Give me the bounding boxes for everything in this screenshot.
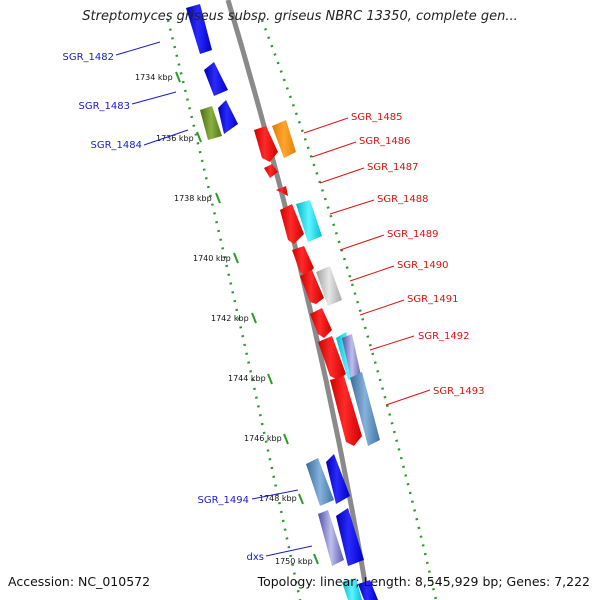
gene-label[interactable]: SGR_1483 [79,101,131,112]
kbp-tick-mark [175,71,181,83]
gene-label[interactable]: SGR_1490 [397,260,449,271]
kbp-scale: 1734 kbp 1736 kbp 1738 kbp 1740 kbp 1742… [135,71,319,566]
gene-label[interactable]: SGR_1486 [359,136,411,147]
kbp-tick-label: 1744 kbp [228,374,266,383]
gene-arrow[interactable] [296,200,322,242]
kbp-tick-mark [215,192,221,204]
right-gene-labels: SGR_1485 SGR_1486 SGR_1487 SGR_1488 SGR_… [351,112,485,397]
kbp-tick-mark [196,131,202,143]
leader-line [115,41,161,56]
kbp-tick-mark [313,553,319,565]
kbp-tick-label: 1738 kbp [174,194,212,203]
gene-label[interactable]: SGR_1487 [367,162,419,173]
gene-label[interactable]: SGR_1482 [63,52,115,63]
backbone-strand [225,0,371,600]
left-genes [186,4,378,600]
leader-line [369,335,415,351]
gene-arrow[interactable] [358,580,378,600]
gene-arrow[interactable] [272,120,296,158]
leader-line [359,299,405,316]
kbp-tick-mark [251,312,257,324]
gene-label[interactable]: SGR_1491 [407,294,459,305]
left-leaders [115,41,313,557]
gene-label[interactable]: SGR_1492 [418,331,470,342]
kbp-tick-label: 1734 kbp [135,73,173,82]
gene-arrow[interactable] [276,186,288,196]
kbp-tick-label: 1736 kbp [156,134,194,143]
leader-line [311,141,357,158]
gene-arrow[interactable] [336,508,364,566]
leader-line [303,117,349,134]
gene-label[interactable]: SGR_1484 [91,140,143,151]
kbp-tick-mark [233,252,239,264]
kbp-tick-mark [283,433,289,445]
left-gene-labels: SGR_1482 SGR_1483 SGR_1484 SGR_1494 dxs [63,52,265,563]
leader-line [319,167,365,184]
gene-arrow[interactable] [316,266,342,306]
right-leaders [303,117,431,406]
map-title: Streptomyces griseus subsp. griseus NBRC… [82,9,518,24]
gene-label[interactable]: SGR_1494 [198,495,250,506]
kbp-tick-mark [267,373,273,385]
leader-line [265,545,313,557]
leader-line [143,129,189,146]
kbp-tick-label: 1750 kbp [275,557,313,566]
gene-arrow[interactable] [218,100,238,134]
kbp-tick-label: 1746 kbp [244,434,282,443]
gene-label[interactable]: SGR_1493 [433,386,485,397]
gene-arrow[interactable] [342,334,362,384]
right-genes [254,120,380,446]
gene-arrow[interactable] [326,454,350,504]
gene-arrow[interactable] [264,164,278,178]
kbp-tick-mark [298,493,304,505]
gene-label[interactable]: SGR_1488 [377,194,429,205]
gene-label[interactable]: dxs [247,552,264,563]
gene-label[interactable]: SGR_1489 [387,229,439,240]
gene-arrow[interactable] [292,246,314,276]
gene-arrow[interactable] [330,376,362,446]
leader-line [329,199,375,215]
kbp-tick-label: 1748 kbp [259,494,297,503]
gene-arrow[interactable] [342,578,362,600]
gene-arrow[interactable] [318,510,344,566]
guide-line-right [260,19,438,600]
gene-arrow[interactable] [200,106,222,140]
gene-arrow[interactable] [186,4,212,54]
leader-line [339,234,385,251]
gene-arrow[interactable] [280,204,304,244]
gene-label[interactable]: SGR_1485 [351,112,403,123]
kbp-tick-label: 1740 kbp [193,254,231,263]
accession-text: Accession: NC_010572 [8,574,151,589]
kbp-tick-label: 1742 kbp [211,314,249,323]
leader-line [349,265,395,282]
gene-arrow[interactable] [204,62,228,96]
gene-arrow[interactable] [254,126,278,162]
backbone-band [195,0,401,600]
leader-line [251,489,299,500]
gene-arrow[interactable] [306,458,334,506]
genome-stats-text: Topology: linear; Length: 8,545,929 bp; … [257,574,590,589]
gene-arrow[interactable] [300,270,324,304]
leader-line [131,91,177,105]
gene-arrow[interactable] [318,336,346,380]
gene-arrow[interactable] [350,372,380,446]
leader-line [385,389,431,406]
gene-arrow[interactable] [310,308,332,338]
